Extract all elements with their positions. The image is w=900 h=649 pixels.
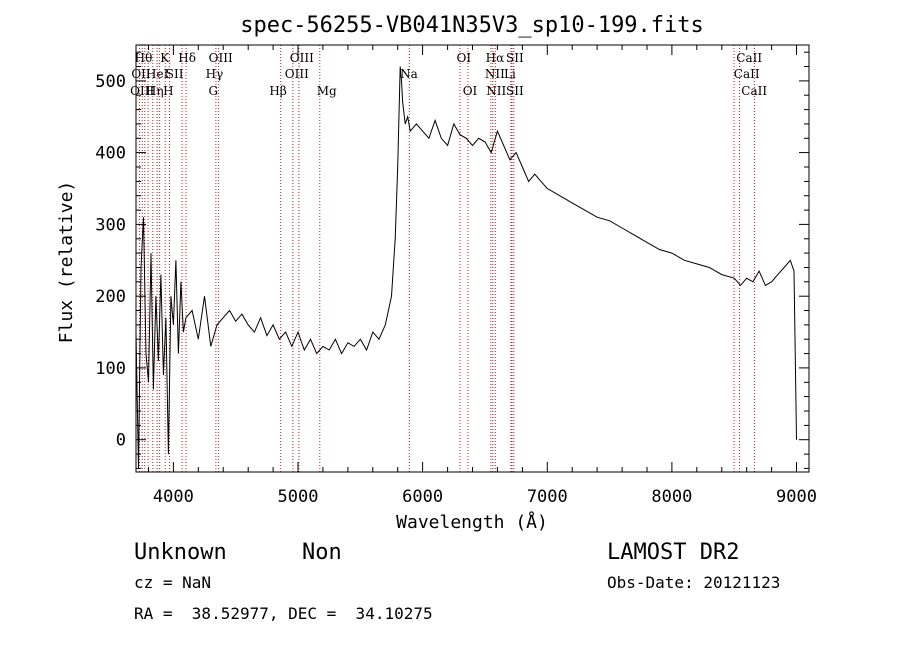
line-label: OI [463, 84, 478, 98]
y-tick-label: 500 [95, 72, 126, 92]
object-class: Unknown [134, 540, 227, 565]
y-axis-ticks: 0 100 200 300 400 500 [95, 51, 809, 469]
line-label: OIII [290, 51, 314, 65]
line-label: OIII [285, 67, 309, 81]
line-label: SII [506, 84, 524, 98]
line-label: SII [166, 67, 184, 81]
line-label: CaII [736, 51, 762, 65]
y-tick-label: 300 [95, 215, 126, 235]
line-label: Hθ [135, 51, 153, 65]
line-label: Hα [486, 51, 505, 65]
x-tick-label: 4000 [153, 487, 194, 507]
y-tick-label: 100 [95, 359, 126, 379]
line-label: G [209, 84, 219, 98]
redshift-value: cz = NaN [134, 573, 211, 592]
line-label: Hγ [206, 67, 224, 81]
line-label: OIII [209, 51, 233, 65]
line-label: Hη [146, 84, 164, 98]
spectral-line-markers [138, 45, 755, 472]
line-label: Na [400, 67, 418, 81]
line-label: Hδ [178, 51, 196, 65]
x-tick-label: 8000 [651, 487, 692, 507]
plot-frame [135, 44, 810, 473]
line-label: NII [486, 84, 506, 98]
y-tick-label: 200 [95, 287, 126, 307]
line-label: HeI [146, 67, 169, 81]
survey-name: LAMOST DR2 [607, 540, 739, 565]
y-axis-label: Flux (relative) [56, 181, 77, 344]
x-tick-label: 5000 [278, 487, 319, 507]
line-label: K [160, 51, 170, 65]
object-subclass: Non [302, 540, 342, 565]
line-label: Li [504, 67, 516, 81]
y-tick-label: 0 [116, 431, 126, 451]
line-label: OI [457, 51, 472, 65]
line-label: SII [506, 51, 524, 65]
line-label: Hβ [269, 84, 286, 98]
x-axis-label: Wavelength (Å) [396, 511, 548, 533]
y-tick-label: 400 [95, 144, 126, 164]
chart-title: spec-56255-VB041N35V3_sp10-199.fits [240, 13, 704, 38]
obs-date: Obs-Date: 20121123 [607, 573, 780, 592]
line-label: NII [485, 67, 505, 81]
x-tick-label: 6000 [402, 487, 443, 507]
coordinates: RA = 38.52977, DEC = 34.10275 [134, 604, 433, 623]
line-label: CaII [734, 67, 760, 81]
x-tick-label: 9000 [776, 487, 817, 507]
line-label: H [163, 84, 173, 98]
spectrum-line [135, 66, 797, 469]
line-label: CaII [741, 84, 767, 98]
x-axis-ticks: 4000 5000 6000 7000 8000 9000 [148, 45, 817, 507]
x-tick-label: 7000 [527, 487, 568, 507]
line-label: Mg [317, 84, 337, 98]
